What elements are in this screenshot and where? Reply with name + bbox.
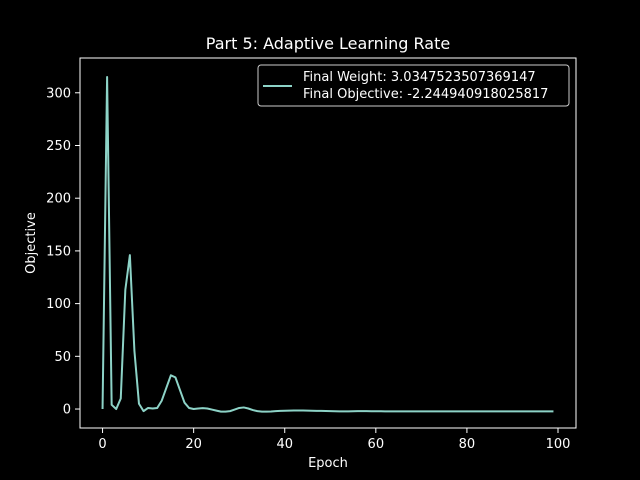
y-axis-label: Objective bbox=[24, 212, 39, 274]
x-tick-label: 80 bbox=[459, 437, 476, 452]
legend-entry-final-objective: Final Objective: -2.244940918025817 bbox=[303, 87, 548, 102]
x-tick-label: 100 bbox=[546, 437, 571, 452]
x-tick-label: 40 bbox=[276, 437, 293, 452]
legend: Final Weight: 3.0347523507369147 Final O… bbox=[257, 64, 570, 107]
y-tick-label: 200 bbox=[46, 192, 71, 207]
series-line-objective bbox=[101, 75, 554, 413]
plot-area: 0 20 40 60 80 100 0 50 100 150 200 250 300 bbox=[46, 57, 577, 452]
x-tick-label: 20 bbox=[185, 437, 202, 452]
legend-box bbox=[257, 64, 570, 107]
y-tick-label: 300 bbox=[46, 86, 71, 101]
chart-title: Part 5: Adaptive Learning Rate bbox=[206, 34, 450, 53]
y-tick-label: 100 bbox=[46, 297, 71, 312]
x-axis-ticks: 0 20 40 60 80 100 bbox=[98, 428, 570, 452]
y-tick-label: 150 bbox=[46, 244, 71, 259]
x-tick-label: 60 bbox=[368, 437, 385, 452]
x-axis-label: Epoch bbox=[308, 456, 348, 471]
x-tick-label: 0 bbox=[98, 437, 106, 452]
series-layer bbox=[101, 75, 554, 413]
legend-entry-final-weight: Final Weight: 3.0347523507369147 bbox=[303, 70, 536, 85]
y-tick-label: 250 bbox=[46, 139, 71, 154]
y-tick-label: 0 bbox=[63, 403, 71, 418]
y-axis-ticks: 0 50 100 150 200 250 300 bbox=[46, 86, 80, 418]
y-tick-label: 50 bbox=[54, 350, 71, 365]
axes-frame bbox=[79, 57, 577, 429]
